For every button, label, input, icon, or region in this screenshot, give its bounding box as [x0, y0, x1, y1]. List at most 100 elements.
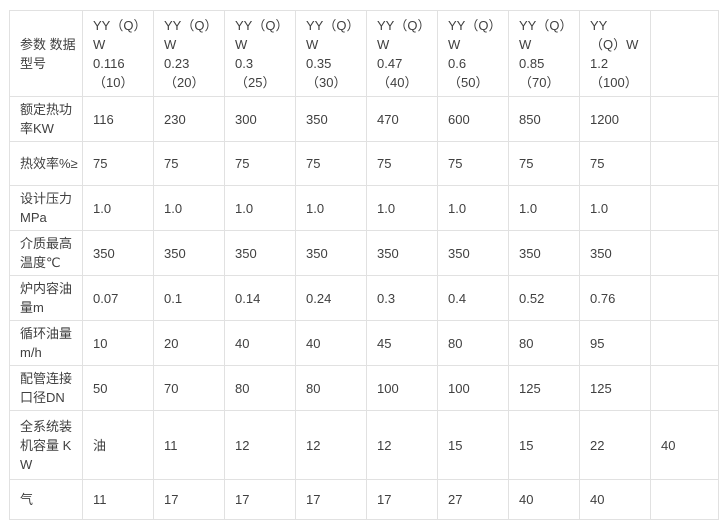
- row-label: 热效率%≥: [9, 141, 83, 186]
- table-cell: 45: [366, 320, 438, 366]
- table-cell: 17: [366, 479, 438, 520]
- table-row: 炉内容油 量m 0.07 0.1 0.14 0.24 0.3 0.4 0.52 …: [9, 275, 719, 321]
- table-cell: 50: [82, 365, 154, 411]
- table-cell: 40: [579, 479, 651, 520]
- table-cell: 0.52: [508, 275, 580, 321]
- table-cell: 油: [82, 410, 154, 480]
- table-cell: 80: [295, 365, 367, 411]
- table-cell: 40: [650, 410, 719, 480]
- header-cell: YY（Q） W 0.6 （50）: [437, 10, 509, 97]
- table-cell: 12: [224, 410, 296, 480]
- header-cell: YY（Q） W 0.116 （10）: [82, 10, 154, 97]
- table-row: 循环油量 m/h 10 20 40 40 45 80 80 95: [9, 320, 719, 366]
- table-cell: [650, 275, 719, 321]
- row-label: 循环油量 m/h: [9, 320, 83, 366]
- table-cell: 350: [295, 96, 367, 142]
- header-cell: YY（Q） W 0.35 （30）: [295, 10, 367, 97]
- table-cell: 15: [437, 410, 509, 480]
- table-cell: 1.0: [153, 185, 225, 231]
- table-cell: 350: [437, 230, 509, 276]
- table-cell: 1.0: [82, 185, 154, 231]
- table-cell: 17: [224, 479, 296, 520]
- table-cell: 95: [579, 320, 651, 366]
- table-cell: 125: [579, 365, 651, 411]
- table-cell: 100: [437, 365, 509, 411]
- table-cell: 350: [295, 230, 367, 276]
- table-cell: 75: [153, 141, 225, 186]
- table-cell: 1.0: [437, 185, 509, 231]
- table-cell: 600: [437, 96, 509, 142]
- table-cell: 1.0: [508, 185, 580, 231]
- table-cell: 0.24: [295, 275, 367, 321]
- row-label: 炉内容油 量m: [9, 275, 83, 321]
- table-cell: 470: [366, 96, 438, 142]
- header-row: 参数 数据 型号 YY（Q） W 0.116 （10） YY（Q） W 0.23…: [9, 10, 719, 97]
- table-cell: 0.3: [366, 275, 438, 321]
- table-cell: 17: [153, 479, 225, 520]
- table-cell: 0.4: [437, 275, 509, 321]
- table-cell: 1.0: [579, 185, 651, 231]
- table-row: 配管连接 口径DN 50 70 80 80 100 100 125 125: [9, 365, 719, 411]
- table-cell: 40: [295, 320, 367, 366]
- table-cell: 125: [508, 365, 580, 411]
- table-cell: 40: [508, 479, 580, 520]
- row-label: 气: [9, 479, 83, 520]
- table-cell: 350: [508, 230, 580, 276]
- table-cell: 10: [82, 320, 154, 366]
- table-cell: 230: [153, 96, 225, 142]
- table-cell: 40: [224, 320, 296, 366]
- header-cell: YY（Q） W 0.85 （70）: [508, 10, 580, 97]
- table-cell: 1.0: [366, 185, 438, 231]
- table-cell: 0.07: [82, 275, 154, 321]
- table-cell: 11: [82, 479, 154, 520]
- header-cell: YY （Q）W 1.2 （100）: [579, 10, 651, 97]
- table-row: 介质最高 温度℃ 350 350 350 350 350 350 350 350: [9, 230, 719, 276]
- table-cell: [650, 365, 719, 411]
- header-cell-empty: [650, 10, 719, 97]
- row-label: 设计压力 MPa: [9, 185, 83, 231]
- table-cell: 27: [437, 479, 509, 520]
- table-cell: 22: [579, 410, 651, 480]
- header-cell: YY（Q） W 0.3 （25）: [224, 10, 296, 97]
- table-row: 热效率%≥ 75 75 75 75 75 75 75 75: [9, 141, 719, 186]
- table-cell: 20: [153, 320, 225, 366]
- table-cell: 350: [82, 230, 154, 276]
- table-cell: 350: [153, 230, 225, 276]
- table-row: 额定热功 率KW 116 230 300 350 470 600 850 120…: [9, 96, 719, 142]
- table-cell: 80: [437, 320, 509, 366]
- table-cell: 75: [437, 141, 509, 186]
- table-cell: 11: [153, 410, 225, 480]
- table-cell: 75: [295, 141, 367, 186]
- table-cell: 100: [366, 365, 438, 411]
- table-cell: [650, 479, 719, 520]
- table-cell: 75: [366, 141, 438, 186]
- table-cell: 80: [508, 320, 580, 366]
- spec-table: 参数 数据 型号 YY（Q） W 0.116 （10） YY（Q） W 0.23…: [9, 10, 719, 520]
- table-cell: 17: [295, 479, 367, 520]
- table-cell: 75: [224, 141, 296, 186]
- header-cell: YY（Q） W 0.47 （40）: [366, 10, 438, 97]
- table-cell: 75: [508, 141, 580, 186]
- table-cell: [650, 141, 719, 186]
- table-cell: 1200: [579, 96, 651, 142]
- table-cell: 116: [82, 96, 154, 142]
- table-cell: 75: [579, 141, 651, 186]
- row-label: 配管连接 口径DN: [9, 365, 83, 411]
- row-label: 介质最高 温度℃: [9, 230, 83, 276]
- table-cell: 1.0: [295, 185, 367, 231]
- table-cell: 850: [508, 96, 580, 142]
- table-row: 气 11 17 17 17 17 27 40 40: [9, 479, 719, 520]
- table-cell: 350: [579, 230, 651, 276]
- table-row: 设计压力 MPa 1.0 1.0 1.0 1.0 1.0 1.0 1.0 1.0: [9, 185, 719, 231]
- table-cell: 75: [82, 141, 154, 186]
- table-cell: 1.0: [224, 185, 296, 231]
- table-cell: [650, 185, 719, 231]
- corner-cell: 参数 数据 型号: [9, 10, 83, 97]
- table-cell: 12: [295, 410, 367, 480]
- table-cell: 15: [508, 410, 580, 480]
- table-cell: 300: [224, 96, 296, 142]
- table-cell: [650, 96, 719, 142]
- table-cell: 0.1: [153, 275, 225, 321]
- table-cell: 70: [153, 365, 225, 411]
